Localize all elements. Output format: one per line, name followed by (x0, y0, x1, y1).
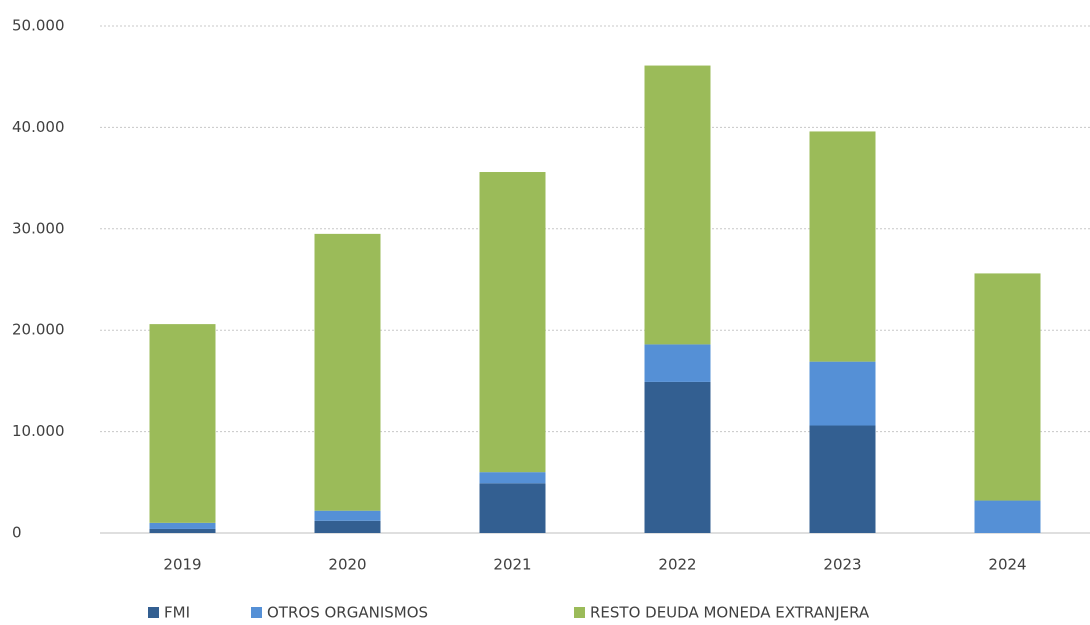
bar-segment (809, 361, 876, 426)
y-tick-label: 40.000 (12, 118, 65, 136)
bar-segment (149, 522, 216, 529)
x-tick-label: 2022 (658, 556, 696, 574)
y-tick-label: 0 (12, 524, 22, 542)
y-tick-label: 10.000 (12, 422, 65, 440)
x-tick-label: 2024 (988, 556, 1026, 574)
legend-label: OTROS ORGANISMOS (267, 604, 428, 622)
x-tick-label: 2019 (163, 556, 201, 574)
y-tick-label: 30.000 (12, 219, 65, 237)
bar-segment (479, 483, 546, 533)
bar-segment (644, 344, 711, 382)
bar-segment (974, 273, 1041, 501)
legend-label: FMI (164, 604, 190, 622)
x-tick-label: 2020 (328, 556, 366, 574)
legend-swatch (251, 607, 262, 618)
bar-segment (644, 65, 711, 345)
legend-swatch (574, 607, 585, 618)
bar-segment (809, 425, 876, 533)
bar-segment (644, 381, 711, 533)
y-tick-label: 20.000 (12, 321, 65, 339)
bar-segment (149, 528, 216, 533)
x-tick-label: 2021 (493, 556, 531, 574)
bar-segment (479, 472, 546, 484)
bar-segment (314, 520, 381, 533)
bar-segment (479, 172, 546, 473)
x-tick-label: 2023 (823, 556, 861, 574)
bar-segment (149, 324, 216, 523)
legend-label: RESTO DEUDA MONEDA EXTRANJERA (590, 604, 870, 622)
bar-segment (314, 510, 381, 521)
legend-swatch (148, 607, 159, 618)
bar-segment (314, 233, 381, 511)
bar-segment (809, 131, 876, 362)
bar-segment (974, 500, 1041, 533)
y-tick-label: 50.000 (12, 17, 65, 35)
